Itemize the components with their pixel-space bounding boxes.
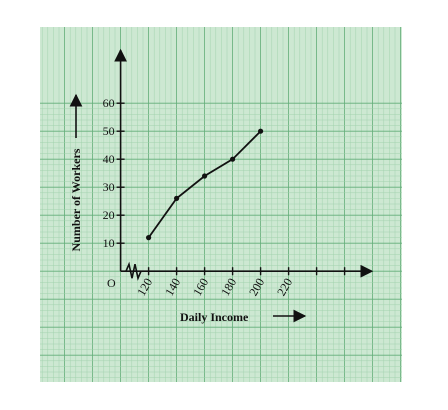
data-point [174,195,180,201]
y-axis-title: Number of Workers [69,148,83,251]
labels: O Daily Income Number of Workers [69,93,307,324]
y-tick-label: 50 [103,124,115,138]
y-tick-label: 30 [103,180,115,194]
data-point [258,128,264,134]
series [146,128,264,241]
axis-break [125,261,142,281]
paper-background [40,27,402,382]
y-tick-label: 60 [103,96,115,110]
y-tick-label: 10 [103,236,115,250]
graph-paper [40,27,402,382]
data-point [146,235,152,241]
axes [114,48,374,281]
y-tick-label: 40 [103,152,115,166]
data-point [230,156,236,162]
origin-label: O [107,276,116,290]
x-axis-title: Daily Income [180,310,249,324]
y-tick-label: 20 [103,208,115,222]
data-point [202,173,208,179]
